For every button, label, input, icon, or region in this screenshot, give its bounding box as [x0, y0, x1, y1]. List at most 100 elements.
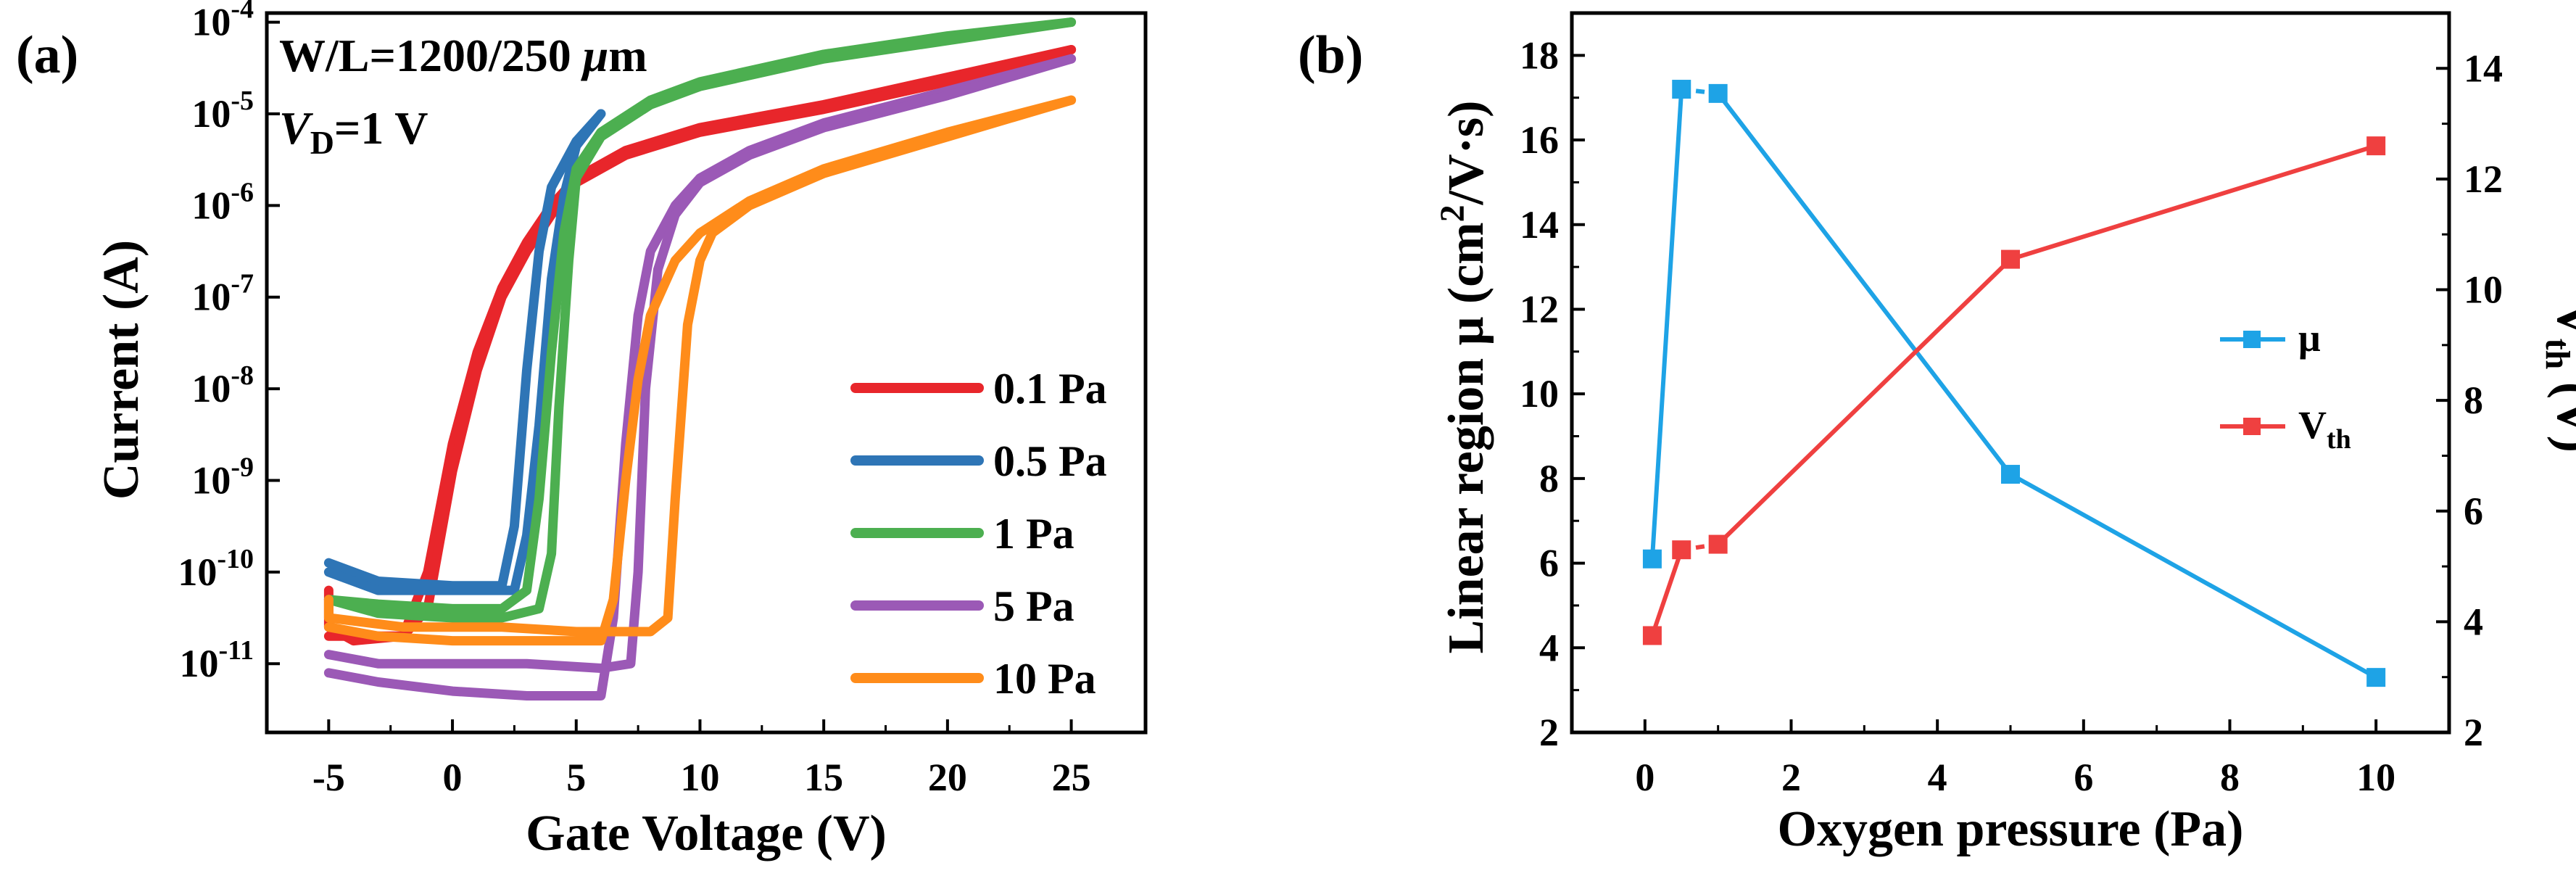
y-title-superscript: 2	[1433, 204, 1472, 222]
panel-b-y-axis-title: Linear region μ (cm2/V·s)	[1433, 101, 1494, 654]
y2-tick-label: 2	[2464, 711, 2483, 754]
panel-b-frame	[1570, 11, 2451, 735]
y-tick-exponent: -10	[217, 544, 254, 574]
y-tick-base: 10	[191, 183, 231, 227]
y-tick-exponent: -8	[231, 360, 254, 391]
x-tick-label: 5	[566, 756, 586, 799]
curve-5-pa-reverse	[323, 54, 1077, 673]
y-tick-label: 10	[1520, 372, 1559, 416]
panel-b-y2-axis-title: Vth (V)	[2538, 302, 2576, 453]
y-tick-exponent: -7	[231, 269, 254, 299]
y-tick-base: 10	[179, 642, 218, 685]
y-tick-base: 10	[191, 1, 231, 44]
y-title-main: Linear region μ (cm	[1438, 222, 1494, 653]
x-tick-label: 15	[804, 756, 843, 799]
y-tick-label: 10-9	[191, 452, 254, 502]
y-tick-exponent: -5	[231, 86, 254, 116]
legend-label: 1 Pa	[993, 510, 1074, 558]
y-tick-label: 2	[1539, 711, 1559, 754]
legend-swatch-marker	[2243, 418, 2261, 435]
panel-a-x-axis-title: Gate Voltage (V)	[526, 806, 887, 861]
panel-a-annotation-wl: W/L=1200/250 μm	[279, 30, 647, 81]
y-tick-exponent: -9	[231, 452, 254, 482]
series-vth-point	[1708, 534, 1728, 554]
y2-tick-label: 12	[2464, 157, 2503, 201]
vd-symbol: V	[279, 102, 314, 154]
panel-a-x-ticks: -5 0 5 10 15 20 25	[312, 719, 1091, 799]
panel-a-annotation-vd: VD=1 V	[279, 102, 428, 161]
legend-label-base: μ	[2298, 316, 2321, 360]
panel-b-left-y-ticks: 2 4 6 8 10 12 14 16 18	[1520, 12, 1585, 754]
y-tick-label: 10-6	[191, 177, 254, 227]
vd-subscript: D	[310, 124, 334, 161]
x-tick-label: 6	[2074, 756, 2093, 799]
panel-a-curves	[323, 17, 1077, 701]
y-tick-base: 10	[191, 367, 231, 410]
y-tick-base: 10	[191, 276, 231, 319]
series-vth-point	[1672, 540, 1691, 560]
y-tick-label: 8	[1539, 457, 1559, 500]
panel-b-x-ticks: 0 2 4 6 8 10	[1570, 719, 2451, 799]
panel-b-x-axis-title: Oxygen pressure (Pa)	[1778, 801, 2244, 857]
x-tick-label: 8	[2220, 756, 2240, 799]
series-vth-point	[2001, 249, 2020, 269]
y-tick-label: 6	[1539, 542, 1559, 585]
y-tick-label: 10-8	[191, 360, 254, 410]
legend-label: 10 Pa	[993, 655, 1096, 703]
panel-a-frame	[265, 11, 1148, 735]
y-tick-base: 10	[191, 92, 231, 136]
y-tick-base: 10	[178, 550, 217, 594]
series-vth-point	[1642, 626, 1662, 645]
y-tick-base: 10	[191, 458, 231, 502]
legend-label: Vth	[2298, 403, 2351, 455]
y2-tick-label: 14	[2464, 46, 2503, 90]
series-μ-point	[1672, 80, 1691, 99]
y-title-units: /V·s)	[1438, 101, 1494, 206]
y-tick-label: 10-10	[178, 544, 254, 594]
curve-1-pa-reverse	[323, 17, 1077, 623]
panel-b-label: (b)	[1298, 25, 1363, 85]
y-tick-label: 10-4	[191, 0, 254, 44]
y-tick-label: 12	[1520, 287, 1559, 331]
y-tick-exponent: -4	[231, 0, 254, 25]
y-tick-label: 10-7	[191, 269, 254, 319]
legend-label-base: V	[2298, 403, 2327, 447]
legend-label: 0.1 Pa	[993, 365, 1107, 413]
curve-0-5-pa-reverse	[323, 109, 606, 595]
series-μ-point	[2366, 668, 2386, 687]
y-tick-exponent: -6	[231, 177, 254, 207]
x-tick-label: 10	[680, 756, 719, 799]
series-μ-segment	[2009, 472, 2377, 679]
y2-tick-label: 6	[2464, 489, 2483, 533]
x-tick-label: 4	[1928, 756, 1947, 799]
x-tick-label: 20	[928, 756, 967, 799]
series-μ-point	[2001, 465, 2020, 484]
x-tick-label: -5	[312, 756, 345, 799]
panel-a-y-axis-title: Current (A)	[94, 240, 149, 500]
legend-label-subscript: th	[2327, 424, 2351, 455]
y-tick-label: 4	[1539, 626, 1559, 669]
y-tick-exponent: -11	[218, 635, 254, 666]
series-vth-segment	[2010, 144, 2377, 262]
y-tick-label: 10-11	[179, 635, 254, 685]
y2-title-subscript: th	[2538, 339, 2576, 370]
y2-tick-label: 8	[2464, 379, 2483, 422]
curve-5-pa-forward	[323, 54, 1077, 701]
series-vth-segment	[1716, 257, 2013, 546]
curve-0-5-pa-forward	[323, 109, 606, 591]
series-μ-segment	[1649, 88, 1684, 559]
legend-label: 5 Pa	[993, 582, 1074, 630]
legend-swatch-marker	[2243, 331, 2261, 348]
legend-label: 0.5 Pa	[993, 437, 1107, 485]
y-tick-label: 18	[1520, 33, 1559, 77]
wl-unit: m	[608, 30, 647, 81]
y2-tick-label: 10	[2464, 268, 2503, 312]
y2-tick-label: 4	[2464, 600, 2483, 643]
series-μ-segment	[1716, 92, 2013, 476]
panel-b-plot	[1642, 80, 2386, 687]
series-μ-point	[1708, 83, 1728, 103]
curve-0-1-pa-reverse	[323, 45, 1077, 646]
